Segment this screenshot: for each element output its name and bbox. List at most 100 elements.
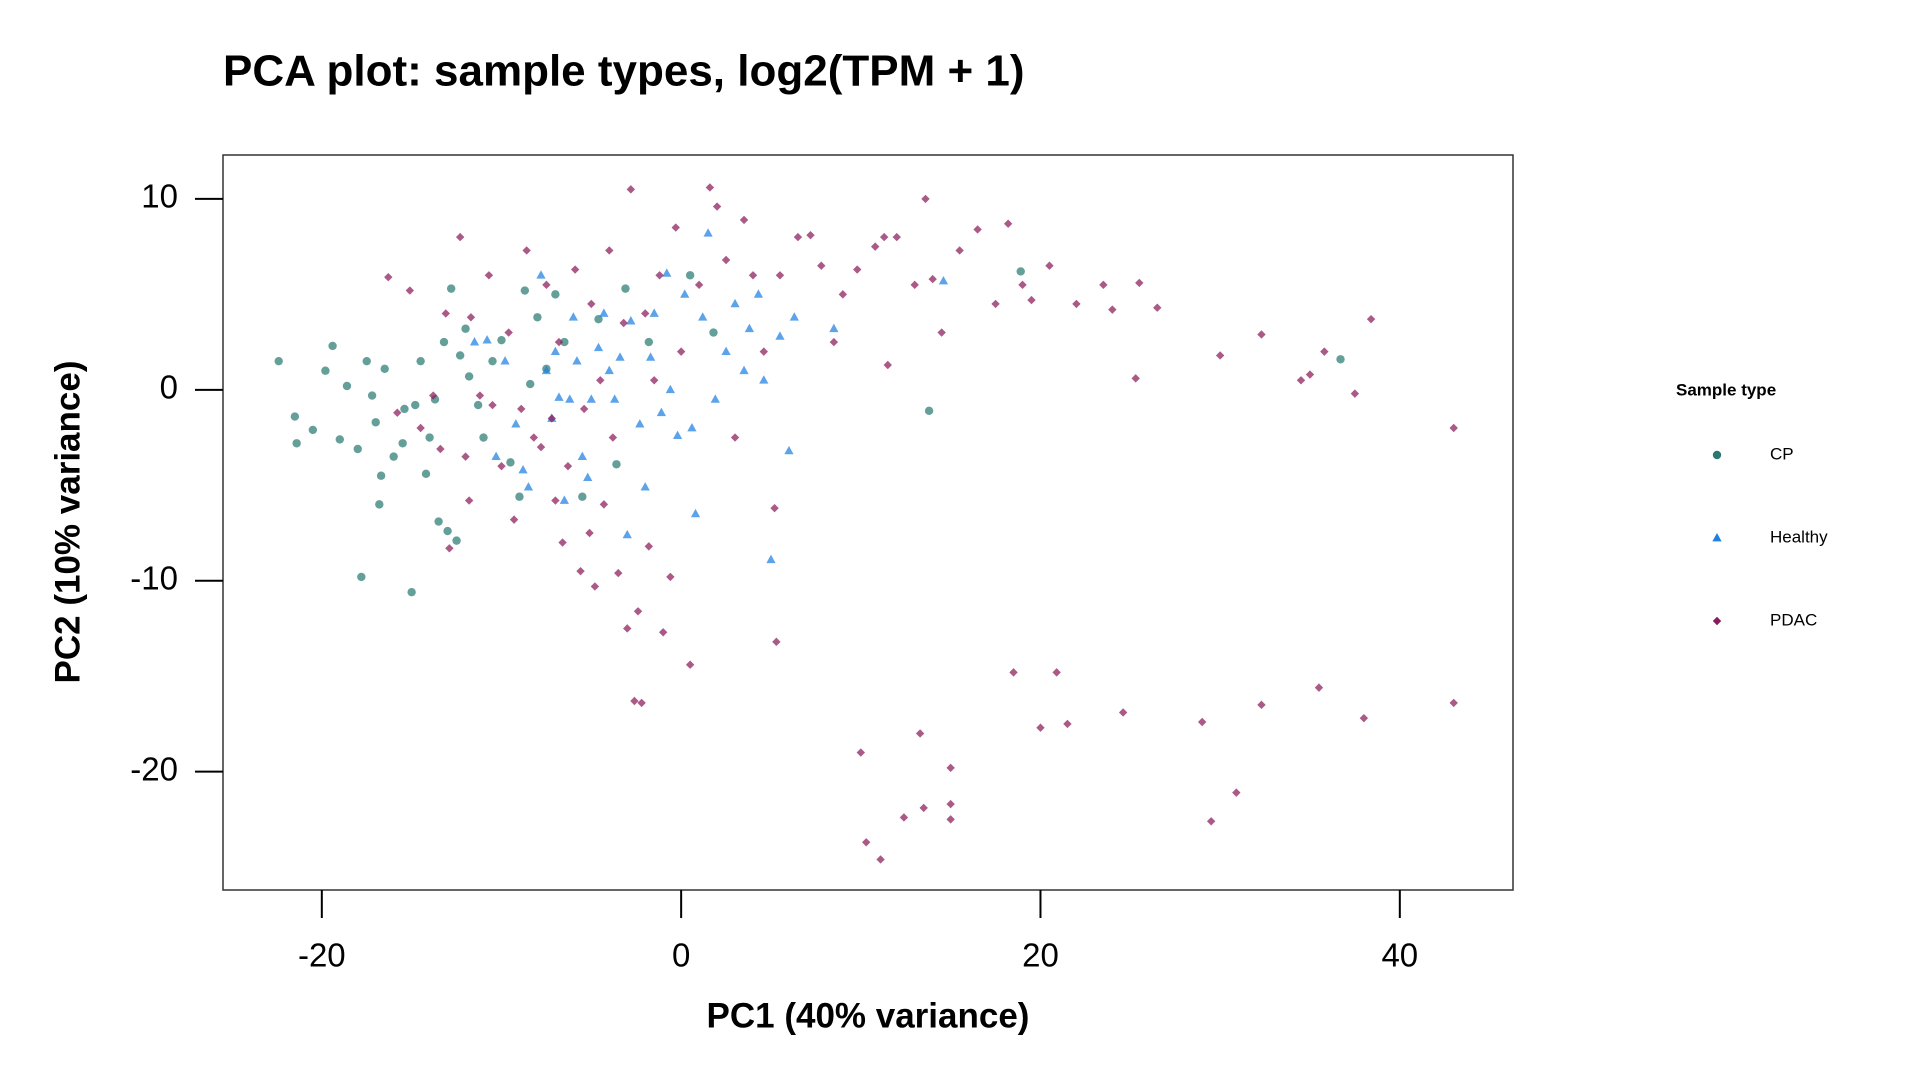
point (586, 394, 596, 403)
point (479, 433, 488, 442)
point (436, 444, 445, 454)
point (405, 286, 415, 295)
point (712, 202, 722, 211)
point (630, 696, 639, 706)
point (568, 312, 578, 321)
point (656, 407, 667, 417)
point (753, 289, 764, 298)
point (910, 280, 919, 290)
legend-label: PDAC (1770, 610, 1817, 629)
point (621, 284, 630, 293)
point (775, 271, 785, 280)
point (928, 274, 937, 284)
point (593, 342, 604, 352)
point (452, 536, 461, 545)
point (626, 185, 636, 194)
point (1449, 698, 1458, 708)
point (1257, 700, 1266, 710)
point (522, 246, 531, 255)
point (658, 628, 668, 637)
point (515, 492, 524, 501)
legend-marker (1712, 616, 1722, 626)
point (425, 433, 434, 442)
point (623, 624, 632, 633)
point (466, 313, 476, 322)
point (464, 372, 474, 381)
point (915, 729, 925, 738)
point (518, 464, 528, 474)
point (608, 433, 618, 442)
point (533, 313, 542, 322)
point (784, 445, 794, 455)
point (565, 394, 575, 403)
point (637, 698, 646, 708)
point (685, 660, 695, 669)
point (526, 379, 535, 389)
point (353, 444, 362, 454)
point (328, 341, 337, 351)
point (892, 232, 901, 242)
point (599, 500, 609, 509)
point (473, 400, 483, 410)
point (853, 265, 862, 274)
point (455, 232, 465, 242)
point (504, 328, 513, 337)
point (572, 356, 582, 365)
point (759, 347, 768, 356)
point (1197, 717, 1207, 727)
point (335, 435, 344, 444)
point (461, 324, 470, 333)
point (649, 308, 659, 317)
point (497, 335, 506, 345)
legend-marker (1712, 450, 1722, 460)
point (655, 271, 664, 280)
point (710, 394, 720, 403)
point (1296, 376, 1306, 385)
point (1232, 788, 1241, 797)
point (441, 309, 450, 318)
point (685, 271, 695, 280)
point (644, 542, 654, 551)
point (1118, 708, 1128, 717)
point (1314, 683, 1324, 692)
point (342, 381, 352, 391)
point (690, 508, 701, 518)
point (759, 375, 769, 384)
point (464, 496, 474, 505)
point (376, 471, 386, 480)
point (371, 418, 380, 427)
point (739, 215, 749, 225)
point (541, 365, 552, 375)
point (1366, 314, 1376, 324)
point (587, 299, 596, 309)
y-tick-label: -20 (130, 750, 178, 787)
point (559, 495, 569, 504)
point (484, 271, 494, 280)
point (558, 538, 567, 547)
point (497, 461, 506, 471)
point (407, 587, 416, 597)
point (1305, 370, 1315, 379)
point (626, 316, 636, 325)
point (491, 451, 501, 460)
point (806, 230, 815, 240)
point (529, 433, 539, 442)
point (583, 472, 593, 481)
point (1009, 668, 1018, 677)
point (488, 356, 497, 366)
legend-marker (1712, 532, 1722, 542)
point (563, 461, 573, 471)
point (357, 572, 366, 582)
point (641, 309, 650, 318)
point (644, 337, 654, 347)
point (416, 356, 425, 366)
point (482, 335, 492, 344)
point (389, 452, 398, 461)
point (443, 526, 452, 536)
point (511, 419, 521, 428)
point (1099, 280, 1108, 290)
point (730, 433, 740, 442)
point (1052, 668, 1061, 677)
point (536, 270, 546, 279)
point (576, 566, 585, 576)
